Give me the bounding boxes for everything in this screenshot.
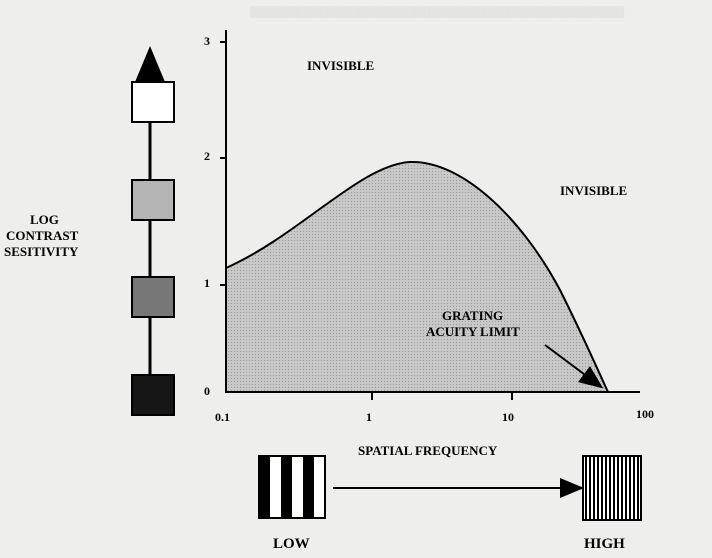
high-grating-stripe (589, 456, 591, 520)
y-axis-label-line-3: SESITIVITY (4, 244, 79, 259)
high-grating-stripe (609, 456, 611, 520)
high-grating-stripe (617, 456, 619, 520)
x-tick-label-10: 10 (502, 410, 514, 424)
high-grating-stripe (593, 456, 595, 520)
x-tick-label-0.1: 0.1 (215, 410, 230, 424)
visible-region-fill (225, 160, 610, 393)
contrast-swatch-light-gray (131, 179, 175, 221)
y-tick-label-3: 3 (204, 34, 210, 48)
contrast-swatch-dark-gray (131, 276, 175, 318)
y-tick-label-0: 0 (204, 384, 210, 398)
y-tick-label-2: 2 (204, 149, 210, 163)
y-tick-label-1: 1 (204, 276, 210, 290)
acuity-label-line-2: ACUITY LIMIT (426, 324, 520, 339)
invisible-top-label: INVISIBLE (307, 58, 375, 73)
high-grating-stripe (637, 456, 639, 520)
x-tick-label-1: 1 (366, 410, 372, 424)
high-grating-stripe (605, 456, 607, 520)
x-axis-label: SPATIAL FREQUENCY (358, 443, 498, 458)
y-axis-label-line-1: LOG (30, 212, 59, 227)
high-grating-stripe (625, 456, 627, 520)
high-grating-stripe (601, 456, 603, 520)
high-grating-stripe (621, 456, 623, 520)
contrast-swatch-black (131, 374, 175, 416)
high-frequency-grating (582, 455, 642, 521)
acuity-limit-arrow (544, 344, 604, 389)
x-tick-label-100: 100 (636, 407, 654, 421)
low-label: LOW (273, 536, 310, 552)
high-grating-stripe (629, 456, 631, 520)
high-grating-stripe (585, 456, 587, 520)
high-grating-stripe (613, 456, 615, 520)
high-label: HIGH (584, 536, 625, 552)
high-grating-stripe (633, 456, 635, 520)
y-axis-label-line-2: CONTRAST (6, 228, 79, 243)
acuity-label-line-1: GRATING (442, 308, 504, 323)
low-frequency-grating (258, 455, 326, 519)
high-grating-stripe (597, 456, 599, 520)
background-page-texture: ▒▒▒▒▒▒▒▒▒▒▒▒▒▒▒▒▒▒▒▒▒▒▒▒▒▒▒▒▒▒▒▒▒▒▒▒▒▒▒▒… (250, 6, 625, 18)
invisible-right-label: INVISIBLE (560, 183, 628, 198)
high-grating-frame (582, 455, 642, 521)
contrast-swatch-white (131, 81, 175, 123)
